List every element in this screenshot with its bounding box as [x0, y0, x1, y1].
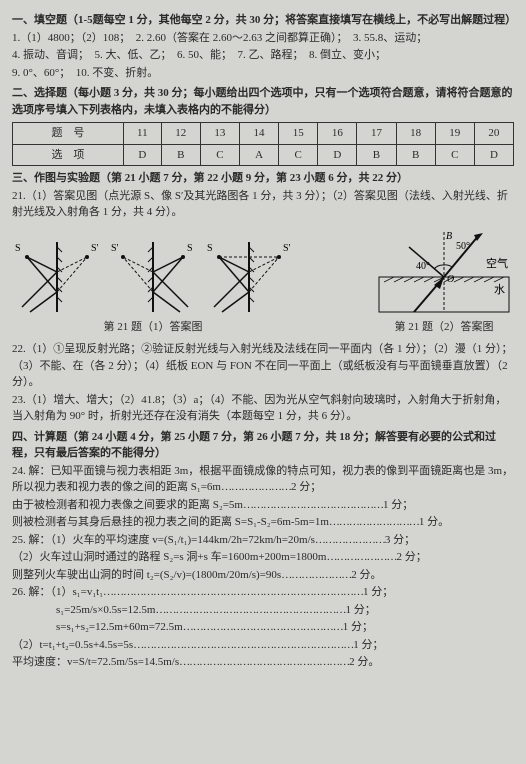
th-17: 17 [357, 123, 396, 145]
pts: 2 分。 [351, 569, 381, 581]
s1-item-0: 1.（1）4800；（2）108； 2. 2.60（答案在 2.60～2.63 … [12, 30, 514, 47]
td-label: 选 项 [13, 144, 124, 166]
figure-2-group: B 50° 40° 空气 O 水 第 21 题（2）答案图 [374, 227, 514, 336]
svg-text:水: 水 [494, 283, 505, 296]
q24-l1: 24. 解：已知平面镜与视力表相距 3m，根据平面镜成像的特点可知，视力表的像到… [12, 463, 514, 496]
pts: 1 分； [345, 604, 375, 616]
q24-l2t: 由于被检测者和视力表像之间要求的距离 S₂=5m [12, 499, 243, 511]
mirror-diagram-2: S S' [108, 237, 198, 317]
th-label: 题 号 [13, 123, 124, 145]
svg-text:S': S' [91, 243, 99, 254]
td-19: C [435, 144, 474, 166]
q24-l2: 由于被检测者和视力表像之间要求的距离 S₂=5m……………………………………1 … [12, 497, 514, 514]
pts: 1 分。 [419, 516, 449, 528]
section4-title: 四、计算题（第 24 小题 4 分，第 25 小题 7 分，第 26 小题 7 … [12, 429, 514, 462]
q26-l5: 平均速度：v=S/t=72.5m/5s=14.5m/s…………………………………… [12, 654, 514, 671]
svg-text:S': S' [111, 243, 119, 254]
th-16: 16 [318, 123, 357, 145]
pts: 1 分； [343, 621, 373, 633]
answer-table: 题 号 11 12 13 14 15 16 17 18 19 20 选 项 D … [12, 122, 514, 166]
td-20: D [474, 144, 513, 166]
q25-l2t: （2）火车过山洞时通过的路程 S₂=s 洞+s 车=1600m+200m=180… [12, 551, 326, 563]
q24-l3t: 则被检测者与其身后悬挂的视力表之间的距离 S=S₁-S₂=6m-5m=1m [12, 516, 329, 528]
section1-title: 一、填空题（1-5题每空 1 分，其他每空 2 分，共 30 分；将答案直接填写… [12, 12, 514, 29]
mirror-diagram-3: S S' [204, 237, 294, 317]
q26-l4t: （2）t=t₁+t₂=0.5s+4.5s=5s [12, 639, 133, 651]
svg-text:40°: 40° [416, 261, 430, 272]
figure1-caption: 第 21 题（1）答案图 [104, 319, 203, 336]
q25-l3t: 则整列火车驶出山洞的时间 t₂=(S₂/v)=(1800m/20m/s)=90s [12, 569, 281, 581]
q23: 23.（1）增大、增大；（2）41.8；（3）a；（4）不能、因为光从空气斜射向… [12, 392, 514, 425]
q25-l2: （2）火车过山洞时通过的路程 S₂=s 洞+s 车=1600m+200m=180… [12, 549, 514, 566]
q25-l1: 25. 解：（1）火车的平均速度 v=(S₁/t₁)=144km/2h=72km… [12, 532, 514, 549]
pts751: 1 分； [353, 639, 383, 651]
q22: 22.（1）①呈现反射光路；②验证反射光线与入射光线及法线在同一平面内（各 1 … [12, 341, 514, 391]
td-14: A [239, 144, 278, 166]
svg-text:50°: 50° [456, 241, 470, 252]
q26-l3t: s=s₁+s₂=12.5m+60m=72.5m [12, 621, 183, 633]
th-19: 19 [435, 123, 474, 145]
th-14: 14 [239, 123, 278, 145]
th-15: 15 [279, 123, 318, 145]
svg-text:S: S [187, 243, 193, 254]
q26-l1: 26. 解：（1）s₁=v₁t₁………………………………………………………………… [12, 584, 514, 601]
s1-item-2: 9. 0°、60°； 10. 不变、折射。 [12, 65, 514, 82]
pts: 2 分； [396, 551, 426, 563]
td-13: C [200, 144, 239, 166]
td-11: D [123, 144, 161, 166]
pts: 1 分； [383, 499, 413, 511]
q26-l1t: 26. 解：（1）s₁=v₁t₁ [12, 586, 103, 598]
svg-text:S: S [207, 243, 213, 254]
q26-l2t: s₁=25m/s×0.5s=12.5m [12, 604, 155, 616]
section3-title: 三、作图与实验题（第 21 小题 7 分，第 22 小题 9 分，第 23 小题… [12, 170, 514, 187]
section2-title: 二、选择题（每小题 3 分，共 30 分；每小题给出四个选项中，只有一个选项符合… [12, 85, 514, 118]
svg-text:空气: 空气 [486, 256, 508, 270]
th-11: 11 [123, 123, 161, 145]
q26-l4: （2）t=t₁+t₂=0.5s+4.5s=5s……………………………………………… [12, 637, 514, 654]
pts: 1 分； [363, 586, 393, 598]
mirror-diagram-1: S S' [12, 237, 102, 317]
q26-l3: s=s₁+s₂=12.5m+60m=72.5m…………………………………………1… [12, 619, 514, 636]
svg-text:O: O [447, 274, 454, 285]
q26-l5t: 平均速度：v=S/t=72.5m/5s=14.5m/s [12, 656, 179, 668]
th-13: 13 [200, 123, 239, 145]
figure-row: S S' S [12, 227, 514, 336]
pts: 2 分； [291, 481, 321, 493]
svg-text:B: B [446, 231, 452, 242]
td-12: B [161, 144, 200, 166]
pts: 2 分。 [349, 656, 379, 668]
q26-l2: s₁=25m/s×0.5s=12.5m…………………………………………………1 … [12, 602, 514, 619]
svg-text:S: S [15, 243, 21, 254]
th-18: 18 [396, 123, 435, 145]
q25-l1t: 25. 解：（1）火车的平均速度 v=(S₁/t₁)=144km/2h=72km… [12, 534, 315, 546]
th-12: 12 [161, 123, 200, 145]
td-18: B [396, 144, 435, 166]
svg-text:S': S' [283, 243, 291, 254]
th-20: 20 [474, 123, 513, 145]
figure2-caption: 第 21 题（2）答案图 [395, 319, 494, 336]
td-17: B [357, 144, 396, 166]
q25-l3: 则整列火车驶出山洞的时间 t₂=(S₂/v)=(1800m/20m/s)=90s… [12, 567, 514, 584]
q21: 21.（1）答案见图（点光源 S、像 S′及其光路图各 1 分，共 3 分）；（… [12, 188, 514, 221]
s1-item-1: 4. 振动、音调； 5. 大、低、乙； 6. 50、能； 7. 乙、路程； 8.… [12, 47, 514, 64]
td-16: D [318, 144, 357, 166]
td-15: C [279, 144, 318, 166]
q24-l3: 则被检测者与其身后悬挂的视力表之间的距离 S=S₁-S₂=6m-5m=1m………… [12, 514, 514, 531]
figure-1-group: S S' S [12, 237, 294, 336]
refraction-diagram: B 50° 40° 空气 O 水 [374, 227, 514, 317]
pts: 3 分； [385, 534, 415, 546]
